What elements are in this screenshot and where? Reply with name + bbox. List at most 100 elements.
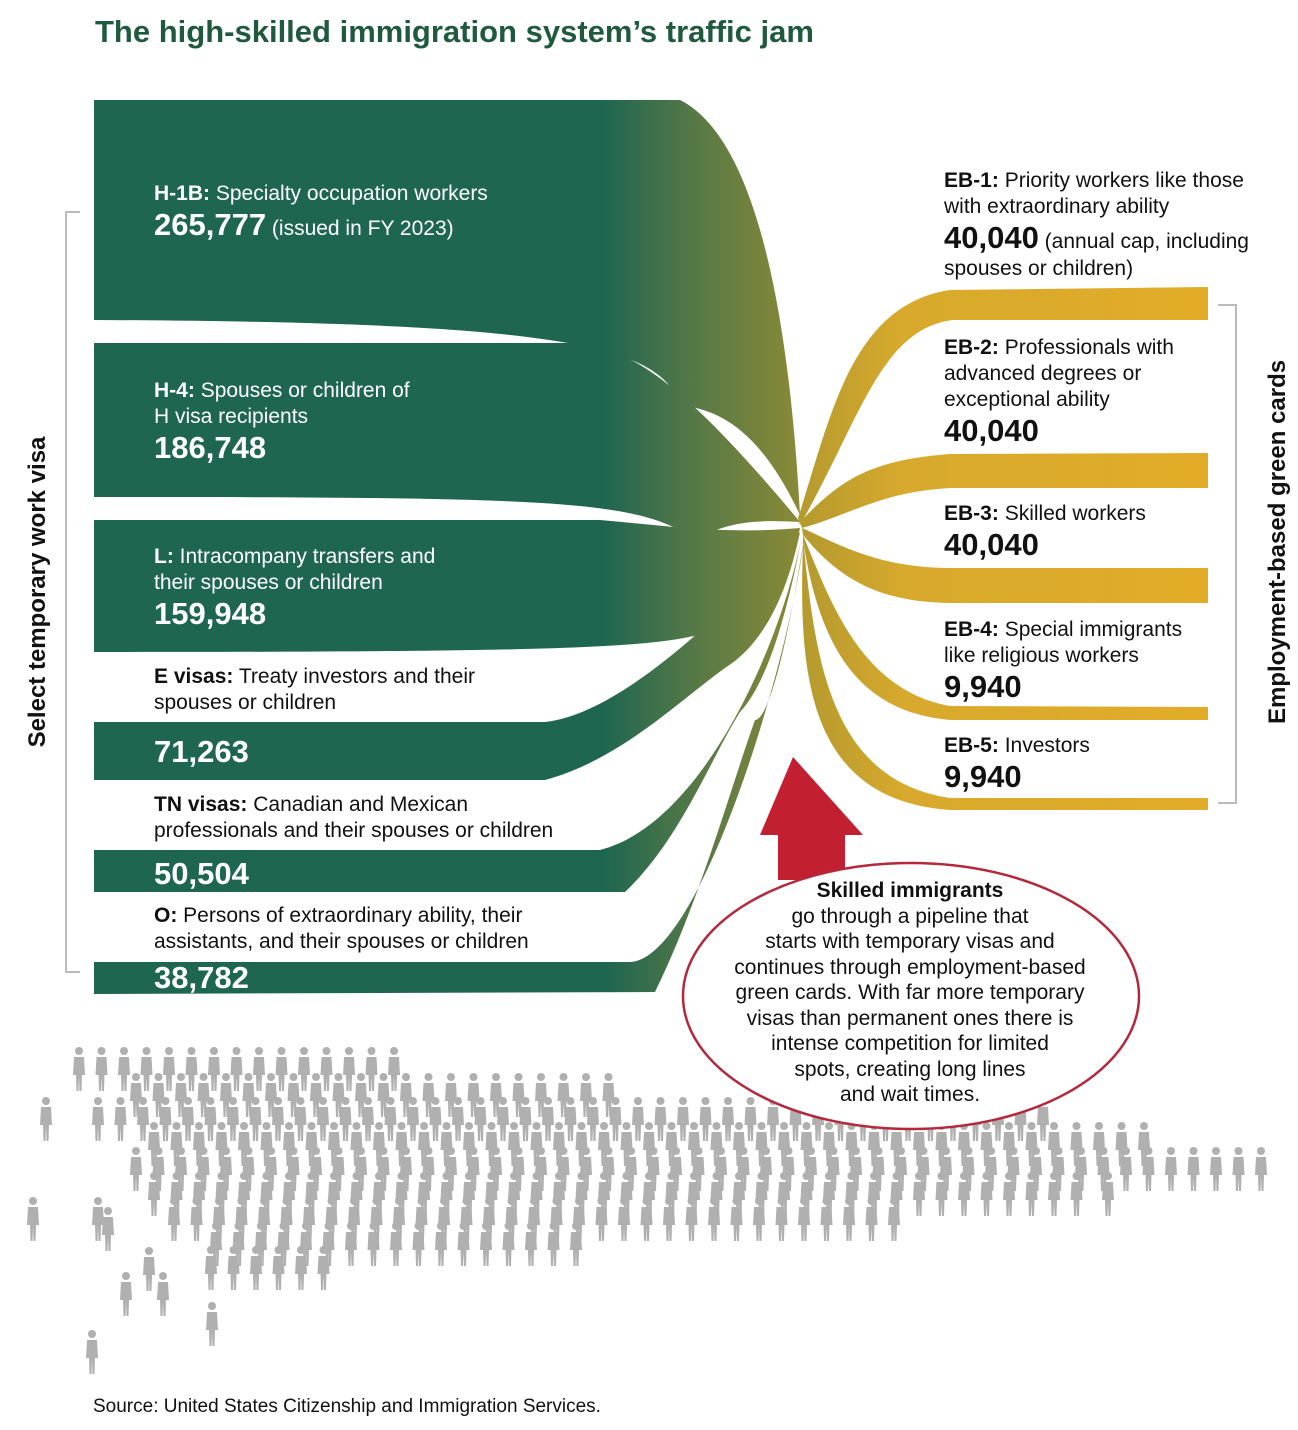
- visa-note: (issued in FY 2023): [271, 217, 454, 240]
- person-icon: [708, 1197, 720, 1241]
- person-icon: [159, 1097, 172, 1141]
- person-icon: [564, 1097, 577, 1141]
- person-icon: [227, 1246, 240, 1290]
- person-icon: [355, 1073, 367, 1117]
- person-icon: [152, 1147, 165, 1191]
- person-icon: [275, 1047, 288, 1091]
- person-icon: [328, 1122, 340, 1166]
- person-icon: [242, 1147, 255, 1191]
- card-description: exceptional ability: [944, 388, 1110, 411]
- person-icon: [362, 1097, 374, 1141]
- card-code: EB-1:: [944, 169, 999, 192]
- person-icon: [287, 1073, 300, 1117]
- person-icon: [140, 1047, 153, 1091]
- person-icon: [210, 1222, 222, 1266]
- person-icon: [332, 1073, 345, 1117]
- person-icon: [1003, 1172, 1015, 1216]
- right-bracket: [1218, 304, 1237, 804]
- person-icon: [618, 1197, 630, 1241]
- person-icon: [232, 1222, 245, 1266]
- person-icon: [530, 1122, 543, 1166]
- person-icon: [490, 1073, 502, 1117]
- person-icon: [407, 1097, 419, 1141]
- callout-line: intense competition for limited: [771, 1032, 1049, 1055]
- callout-text: Skilled immigrants go through a pipeline…: [690, 878, 1130, 1108]
- person-icon: [872, 1147, 885, 1191]
- person-icon: [535, 1073, 547, 1117]
- person-icon: [895, 1147, 907, 1191]
- person-icon: [865, 1197, 878, 1241]
- person-icon: [888, 1197, 900, 1241]
- person-icon: [367, 1222, 380, 1266]
- person-icon: [86, 1330, 98, 1374]
- person-icon: [317, 1246, 330, 1290]
- crowd-of-people: [27, 1047, 1267, 1374]
- person-icon: [120, 1272, 132, 1316]
- person-icon: [775, 1197, 788, 1241]
- eb3-label: EB-3: Skilled workers 40,040: [944, 501, 1146, 563]
- person-icon: [365, 1047, 378, 1091]
- person-icon: [238, 1122, 250, 1166]
- h4-label: H-4: Spouses or children of H visa recip…: [154, 378, 410, 466]
- person-icon: [519, 1097, 532, 1141]
- person-icon: [440, 1122, 453, 1166]
- person-icon: [193, 1122, 205, 1166]
- person-icon: [843, 1197, 855, 1241]
- person-icon: [215, 1122, 228, 1166]
- person-icon: [602, 1147, 615, 1191]
- person-icon: [206, 1302, 218, 1346]
- person-icon: [962, 1147, 975, 1191]
- person-icon: [1232, 1147, 1245, 1191]
- person-icon: [384, 1097, 397, 1141]
- person-icon: [917, 1147, 930, 1191]
- person-icon: [272, 1246, 285, 1290]
- person-icon: [913, 1172, 925, 1216]
- person-icon: [602, 1073, 615, 1117]
- source-note: Source: United States Citizenship and Im…: [93, 1396, 601, 1417]
- person-icon: [445, 1073, 457, 1117]
- person-icon: [204, 1097, 217, 1141]
- person-icon: [665, 1122, 678, 1166]
- person-icon: [1165, 1147, 1177, 1191]
- person-icon: [298, 1047, 310, 1091]
- flow-tn: [94, 535, 802, 892]
- person-icon: [92, 1197, 104, 1241]
- person-icon: [295, 1246, 307, 1290]
- person-icon: [137, 1097, 149, 1141]
- person-icon: [980, 1172, 993, 1216]
- person-icon: [395, 1122, 408, 1166]
- person-icon: [1075, 1147, 1087, 1191]
- visa-description: Treaty investors and their: [238, 665, 476, 688]
- person-icon: [595, 1197, 608, 1241]
- person-icon: [185, 1047, 198, 1091]
- up-arrow-icon: [760, 757, 863, 880]
- person-icon: [1052, 1147, 1065, 1191]
- person-icon: [190, 1197, 203, 1241]
- person-icon: [480, 1222, 492, 1266]
- person-icon: [95, 1047, 108, 1091]
- flow-eb3: [802, 528, 1208, 603]
- person-icon: [755, 1122, 768, 1166]
- person-icon: [1030, 1147, 1042, 1191]
- person-icon: [820, 1197, 833, 1241]
- visa-value: 50,504: [154, 856, 249, 891]
- person-icon: [339, 1097, 352, 1141]
- visa-code: H-4:: [154, 379, 195, 402]
- person-icon: [294, 1097, 307, 1141]
- person-icon: [197, 1073, 210, 1117]
- person-icon: [733, 1122, 745, 1166]
- person-icon: [272, 1097, 284, 1141]
- left-bracket: [65, 211, 80, 973]
- person-icon: [457, 1222, 470, 1266]
- person-icon: [1142, 1147, 1155, 1191]
- card-value: 40,040: [944, 527, 1039, 562]
- person-icon: [182, 1097, 194, 1141]
- person-icon: [400, 1073, 412, 1117]
- person-icon: [310, 1073, 322, 1117]
- person-icon: [287, 1147, 300, 1191]
- person-icon: [1025, 1122, 1038, 1166]
- person-icon: [40, 1097, 52, 1141]
- flow-e: [94, 532, 800, 780]
- visa-value: 71,263: [154, 734, 249, 769]
- person-icon: [429, 1097, 442, 1141]
